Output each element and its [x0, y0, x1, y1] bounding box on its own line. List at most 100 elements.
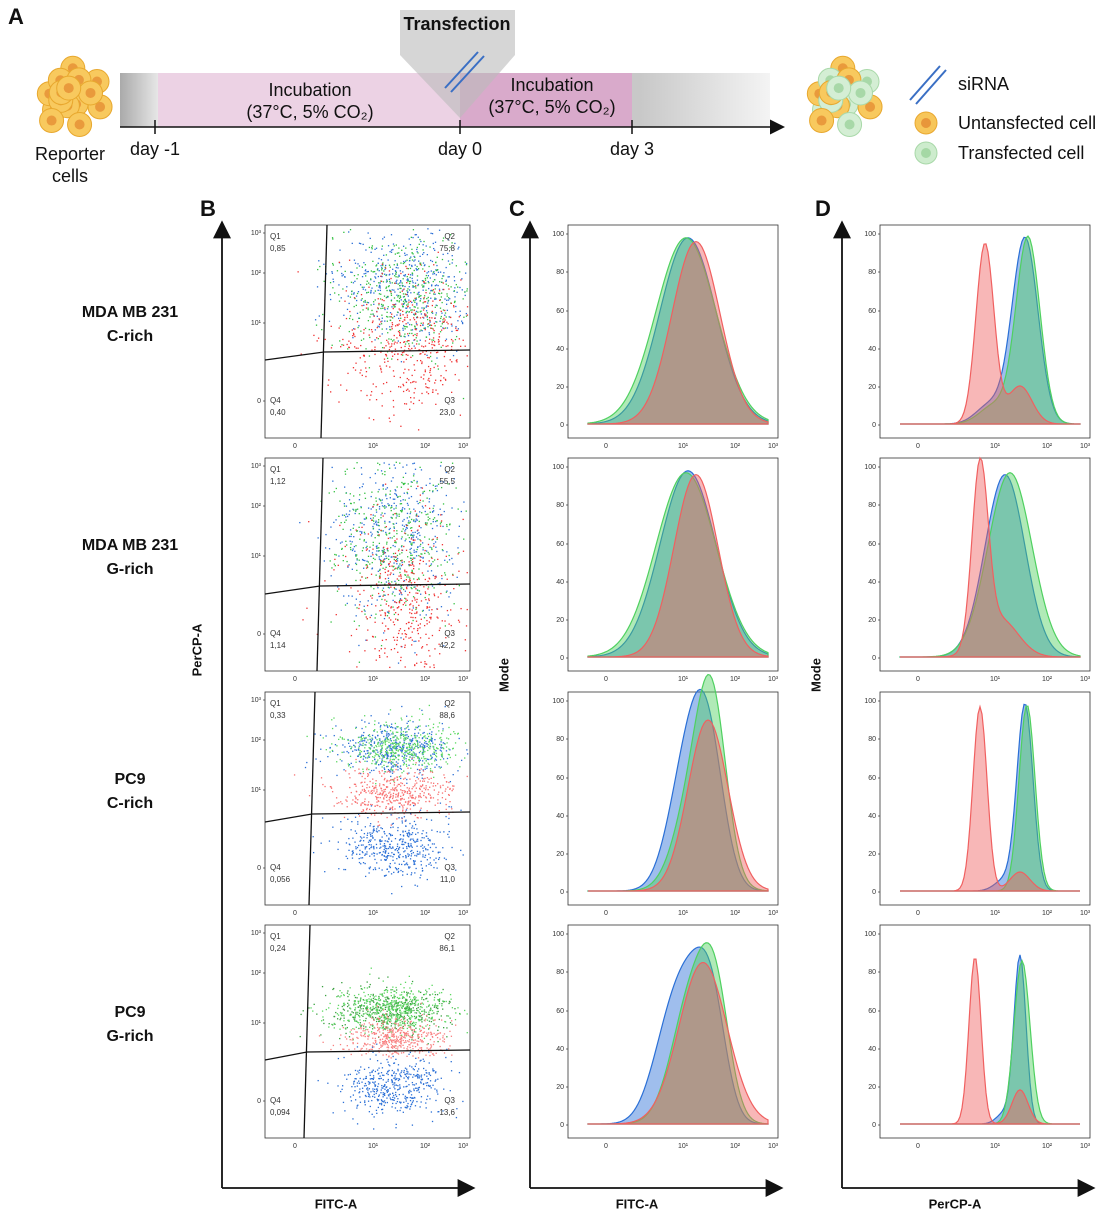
event-dot	[406, 809, 407, 810]
event-dot	[331, 326, 332, 327]
event-dot	[408, 729, 409, 730]
event-dot	[404, 346, 405, 347]
event-dot	[388, 739, 389, 740]
event-dot	[431, 344, 432, 345]
event-dot	[386, 316, 387, 317]
event-dot	[386, 286, 387, 287]
event-dot	[402, 285, 403, 286]
event-dot	[381, 555, 382, 556]
event-dot	[410, 522, 411, 523]
event-dot	[408, 801, 409, 802]
event-dot	[400, 335, 401, 336]
event-dot	[380, 843, 381, 844]
event-dot	[437, 726, 438, 727]
event-dot	[355, 728, 356, 729]
event-dot	[375, 605, 376, 606]
event-dot	[381, 248, 382, 249]
event-dot	[421, 1015, 422, 1016]
event-dot	[357, 590, 358, 591]
quadrant-value: 88,6	[439, 711, 455, 720]
event-dot	[405, 645, 406, 646]
event-dot	[389, 725, 390, 726]
event-dot	[427, 513, 428, 514]
event-dot	[401, 487, 402, 488]
event-dot	[393, 854, 394, 855]
event-dot	[410, 401, 411, 402]
event-dot	[402, 271, 403, 272]
event-dot	[397, 620, 398, 621]
event-dot	[415, 764, 416, 765]
event-dot	[294, 774, 295, 775]
event-dot	[409, 833, 410, 834]
event-dot	[380, 725, 381, 726]
event-dot	[382, 264, 383, 265]
event-dot	[434, 279, 435, 280]
event-dot	[340, 346, 341, 347]
event-dot	[356, 348, 357, 349]
event-dot	[459, 271, 460, 272]
event-dot	[410, 845, 411, 846]
event-dot	[392, 835, 393, 836]
event-dot	[405, 343, 406, 344]
event-dot	[435, 404, 436, 405]
event-dot	[388, 505, 389, 506]
event-dot	[371, 287, 372, 288]
event-dot	[411, 312, 412, 313]
event-dot	[373, 998, 374, 999]
event-dot	[436, 485, 437, 486]
event-dot	[399, 630, 400, 631]
event-dot	[433, 243, 434, 244]
event-dot	[390, 497, 391, 498]
event-dot	[401, 552, 402, 553]
event-dot	[420, 992, 421, 993]
event-dot	[369, 825, 370, 826]
event-dot	[333, 522, 334, 523]
event-dot	[426, 865, 427, 866]
event-dot	[444, 310, 445, 311]
event-dot	[369, 550, 370, 551]
event-dot	[393, 796, 394, 797]
event-dot	[383, 591, 384, 592]
event-dot	[388, 605, 389, 606]
event-dot	[449, 276, 450, 277]
event-dot	[463, 538, 464, 539]
event-dot	[426, 743, 427, 744]
event-dot	[427, 357, 428, 358]
event-dot	[386, 542, 387, 543]
event-dot	[412, 355, 413, 356]
event-dot	[400, 598, 401, 599]
event-dot	[392, 322, 393, 323]
event-dot	[374, 1013, 375, 1014]
event-dot	[346, 544, 347, 545]
event-dot	[422, 837, 423, 838]
event-dot	[429, 538, 430, 539]
event-dot	[344, 817, 345, 818]
event-dot	[374, 349, 375, 350]
event-dot	[349, 260, 350, 261]
event-dot	[417, 546, 418, 547]
event-dot	[382, 811, 383, 812]
event-dot	[345, 546, 346, 547]
event-dot	[390, 528, 391, 529]
event-dot	[338, 284, 339, 285]
event-dot	[448, 297, 449, 298]
event-dot	[373, 831, 374, 832]
event-dot	[373, 304, 374, 305]
event-dot	[419, 877, 420, 878]
event-dot	[454, 280, 455, 281]
event-dot	[458, 328, 459, 329]
event-dot	[382, 854, 383, 855]
event-dot	[465, 639, 466, 640]
event-dot	[351, 282, 352, 283]
event-dot	[395, 556, 396, 557]
event-dot	[335, 565, 336, 566]
event-dot	[363, 737, 364, 738]
event-dot	[374, 814, 375, 815]
event-dot	[377, 269, 378, 270]
event-dot	[380, 596, 381, 597]
event-dot	[431, 549, 432, 550]
event-dot	[444, 319, 445, 320]
event-dot	[432, 261, 433, 262]
event-dot	[408, 369, 409, 370]
event-dot	[356, 997, 357, 998]
